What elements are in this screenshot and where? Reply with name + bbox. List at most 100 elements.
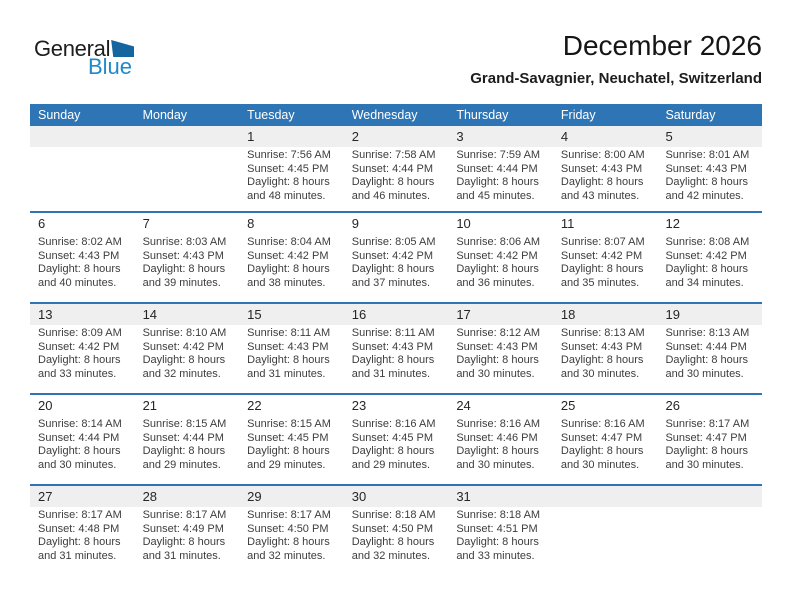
day-info-line: and 29 minutes. xyxy=(142,458,221,471)
day-info-line: Daylight: 8 hours xyxy=(560,263,644,275)
day-info-line: Sunset: 4:44 PM xyxy=(351,162,434,175)
day-info-line: Daylight: 8 hours xyxy=(665,176,749,188)
day-info-line: Sunset: 4:47 PM xyxy=(560,431,643,444)
day-number: 28 xyxy=(134,486,240,507)
week-row-5: 27 Sunrise: 8:17 AM Sunset: 4:48 PM Dayligh… xyxy=(30,484,763,575)
day-info-line: and 46 minutes. xyxy=(351,189,431,202)
day-number: 18 xyxy=(552,304,658,325)
day-info-line: Daylight: 8 hours xyxy=(247,263,330,275)
day-cell-20: 20 Sunrise: 8:14 AM Sunset: 4:44 PM Dayligh… xyxy=(30,395,135,484)
day-cell-27: 27 Sunrise: 8:17 AM Sunset: 4:48 PM Dayligh… xyxy=(30,486,135,575)
day-info: Sunrise: 8:03 AM Sunset: 4:43 PM Daylight:… xyxy=(135,234,240,290)
weekday-thursday: Thursday xyxy=(456,108,509,122)
day-info-line: Sunrise: 8:07 AM xyxy=(560,236,645,248)
day-info-line: and 42 minutes. xyxy=(665,189,744,202)
general-blue-logo: General Blue xyxy=(34,38,135,78)
empty-cell xyxy=(30,126,135,211)
day-info-line: Daylight: 8 hours xyxy=(665,354,749,366)
day-info-line: and 30 minutes. xyxy=(665,458,744,471)
day-info: Sunrise: 8:15 AM Sunset: 4:45 PM Daylight:… xyxy=(239,416,344,472)
day-info-line: Daylight: 8 hours xyxy=(247,176,330,188)
calendar-table: Sunday Monday Tuesday Wednesday Thursday Frid… xyxy=(30,104,763,575)
day-number: 21 xyxy=(142,398,158,413)
day-number: 13 xyxy=(30,304,135,325)
day-info-line: Sunset: 4:46 PM xyxy=(456,431,538,444)
day-cell-5: 5 Sunrise: 8:01 AM Sunset: 4:43 PM Daylight… xyxy=(657,126,763,211)
day-number: 29 xyxy=(239,486,344,507)
week-row-3: 13 Sunrise: 8:09 AM Sunset: 4:42 PM Dayligh… xyxy=(30,302,763,393)
day-number: 7 xyxy=(142,216,150,231)
title-block: December 2026 Grand-Savagnier, Neuchatel… xyxy=(470,28,762,88)
day-info-line: Daylight: 8 hours xyxy=(38,445,121,457)
day-info-line: Daylight: 8 hours xyxy=(665,445,749,457)
day-info-line: Sunrise: 8:17 AM xyxy=(247,509,331,521)
day-info-line: and 33 minutes. xyxy=(38,367,117,380)
day-info-line: Daylight: 8 hours xyxy=(665,263,749,275)
day-info-line: Daylight: 8 hours xyxy=(351,263,435,275)
day-info: Sunrise: 8:18 AM Sunset: 4:50 PM Daylight:… xyxy=(344,507,449,563)
day-cell-8: 8 Sunrise: 8:04 AM Sunset: 4:42 PM Daylight… xyxy=(239,213,344,302)
day-info-line: and 34 minutes. xyxy=(665,276,744,289)
day-info: Sunrise: 8:07 AM Sunset: 4:42 PM Daylight:… xyxy=(553,234,658,290)
day-info-line: Sunrise: 8:17 AM xyxy=(665,418,750,430)
day-cell-19: 19 Sunrise: 8:13 AM Sunset: 4:44 PM Dayligh… xyxy=(657,304,763,393)
day-cell-3: 3 Sunrise: 7:59 AM Sunset: 4:44 PM Daylight… xyxy=(448,126,553,211)
day-info-line: and 31 minutes. xyxy=(351,367,431,380)
day-info-line: and 33 minutes. xyxy=(456,549,535,562)
day-info: Sunrise: 8:01 AM Sunset: 4:43 PM Daylight:… xyxy=(657,147,762,203)
day-info-line: and 32 minutes. xyxy=(351,549,431,562)
day-cell-12: 12 Sunrise: 8:08 AM Sunset: 4:42 PM Dayligh… xyxy=(657,213,762,302)
day-cell-18: 18 Sunrise: 8:13 AM Sunset: 4:43 PM Dayligh… xyxy=(552,304,658,393)
day-info-line: Sunrise: 8:00 AM xyxy=(560,149,645,161)
day-cell-28: 28 Sunrise: 8:17 AM Sunset: 4:49 PM Dayligh… xyxy=(134,486,240,575)
day-info-line: and 30 minutes. xyxy=(665,367,744,380)
day-info: Sunrise: 8:17 AM Sunset: 4:49 PM Daylight:… xyxy=(135,507,240,563)
day-number: 27 xyxy=(30,486,135,507)
day-cell-7: 7 Sunrise: 8:03 AM Sunset: 4:43 PM Daylight… xyxy=(135,213,240,302)
day-cell-11: 11 Sunrise: 8:07 AM Sunset: 4:42 PM Dayligh… xyxy=(553,213,658,302)
day-info-line: and 35 minutes. xyxy=(560,276,640,289)
day-info-line: and 48 minutes. xyxy=(247,189,326,202)
day-info-line: Daylight: 8 hours xyxy=(247,354,330,366)
day-info-line: Sunset: 4:43 PM xyxy=(142,249,224,262)
weekday-monday: Monday xyxy=(142,108,188,122)
day-info-line: Daylight: 8 hours xyxy=(142,263,226,275)
day-number: 25 xyxy=(560,398,576,413)
day-info-line: Daylight: 8 hours xyxy=(456,263,539,275)
day-info-line: and 39 minutes. xyxy=(142,276,221,289)
day-info-line: and 30 minutes. xyxy=(456,458,535,471)
day-number: 31 xyxy=(448,486,553,507)
day-info-line: Sunset: 4:45 PM xyxy=(247,162,329,175)
day-info-line: Sunset: 4:45 PM xyxy=(351,431,434,444)
day-info-line: Sunrise: 8:14 AM xyxy=(38,418,122,430)
day-info-line: Daylight: 8 hours xyxy=(142,354,226,366)
day-number: 14 xyxy=(134,304,240,325)
day-number xyxy=(552,486,658,507)
day-cell-21: 21 Sunrise: 8:15 AM Sunset: 4:44 PM Dayligh… xyxy=(135,395,240,484)
day-info-line: Sunset: 4:50 PM xyxy=(247,522,329,535)
day-number: 10 xyxy=(456,216,471,231)
day-info: Sunrise: 8:17 AM Sunset: 4:48 PM Daylight:… xyxy=(30,507,135,563)
day-info-line: Daylight: 8 hours xyxy=(38,536,121,548)
day-cell-22: 22 Sunrise: 8:15 AM Sunset: 4:45 PM Dayligh… xyxy=(239,395,344,484)
day-number: 30 xyxy=(343,486,449,507)
day-info-line: Sunset: 4:42 PM xyxy=(665,249,747,262)
weekday-wednesday: Wednesday xyxy=(351,108,418,122)
day-cell-14: 14 Sunrise: 8:10 AM Sunset: 4:42 PM Dayligh… xyxy=(134,304,240,393)
day-info-line: Sunset: 4:44 PM xyxy=(142,431,224,444)
day-info-line: Daylight: 8 hours xyxy=(560,354,644,366)
day-number: 22 xyxy=(247,398,262,413)
day-info-line: and 45 minutes. xyxy=(456,189,535,202)
day-info-line: Sunrise: 8:17 AM xyxy=(142,509,227,521)
day-info-line: Sunrise: 8:04 AM xyxy=(247,236,331,248)
day-info: Sunrise: 8:17 AM Sunset: 4:50 PM Daylight:… xyxy=(239,507,344,563)
day-info: Sunrise: 8:13 AM Sunset: 4:43 PM Daylight:… xyxy=(553,325,658,381)
day-number: 19 xyxy=(657,304,763,325)
week-row-1: 1 Sunrise: 7:56 AM Sunset: 4:45 PM Daylight… xyxy=(30,126,763,211)
day-info-line: Daylight: 8 hours xyxy=(247,445,330,457)
day-number: 4 xyxy=(552,126,658,147)
day-info-line: Sunset: 4:44 PM xyxy=(456,162,538,175)
day-number: 23 xyxy=(351,398,367,413)
day-info-line: Sunset: 4:43 PM xyxy=(456,340,538,353)
